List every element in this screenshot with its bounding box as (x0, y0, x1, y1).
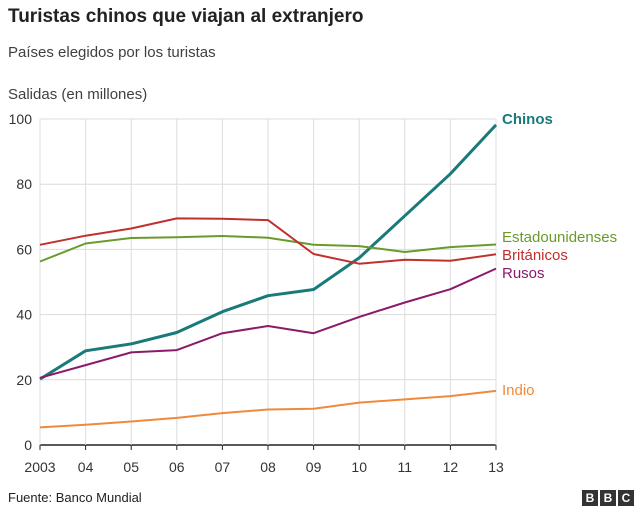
series-line-britanicos (39, 217, 497, 265)
x-tick-label: 10 (351, 459, 367, 475)
y-tick-labels: 0 20 40 60 80 100 (9, 111, 33, 453)
y-tick-label: 60 (16, 241, 32, 257)
series-line-rusos (39, 267, 497, 379)
x-tick-label: 12 (443, 459, 459, 475)
y-axis-label: Salidas (en millones) (8, 86, 148, 103)
x-tick-labels: 2003 04 05 06 07 08 09 10 11 12 13 (24, 459, 504, 475)
x-tick-label: 11 (398, 459, 413, 475)
x-tick-label: 06 (169, 459, 185, 475)
y-tick-label: 40 (16, 307, 32, 323)
y-tick-label: 100 (9, 111, 33, 127)
x-tick-label: 07 (215, 459, 231, 475)
chart-subtitle: Países elegidos por los turistas (8, 44, 216, 61)
x-tick-label: 2003 (24, 459, 55, 475)
y-tick-label: 80 (16, 176, 32, 192)
series-label: Chinos (502, 111, 553, 128)
series-label: Indio (502, 382, 535, 399)
series-line-indio (39, 389, 497, 429)
x-tick-label: 08 (260, 459, 276, 475)
bbc-logo-letter: B (582, 490, 598, 506)
x-tick-label: 13 (488, 459, 504, 475)
source-note: Fuente: Banco Mundial (8, 490, 142, 505)
x-tick-label: 05 (123, 459, 139, 475)
bbc-logo: B B C (582, 490, 634, 506)
gridlines (39, 118, 497, 450)
chart-title: Turistas chinos que viajan al extranjero (8, 6, 364, 27)
series-line-estadounidenses (39, 235, 497, 263)
x-tick-label: 04 (78, 459, 94, 475)
bbc-logo-letter: C (618, 490, 634, 506)
series-label: Estadounidenses (502, 229, 617, 246)
bbc-logo-letter: B (600, 490, 616, 506)
y-tick-label: 0 (24, 437, 32, 453)
series-label: Británicos (502, 247, 568, 264)
series-label: Rusos (502, 265, 545, 282)
series-lines (39, 123, 498, 429)
y-tick-label: 20 (16, 372, 32, 388)
series-line-chinos (39, 123, 498, 381)
x-tick-label: 09 (306, 459, 322, 475)
